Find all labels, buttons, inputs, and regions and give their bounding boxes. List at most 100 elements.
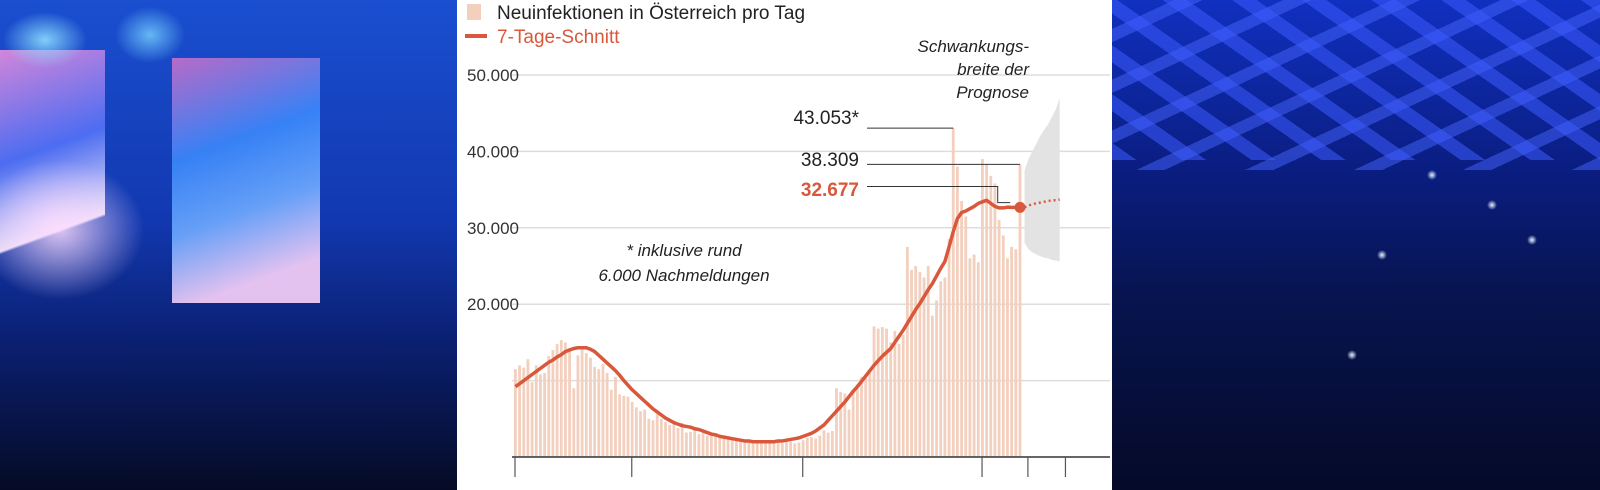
bar	[684, 432, 688, 457]
bar	[914, 266, 918, 457]
bar	[931, 315, 934, 457]
bar	[547, 356, 551, 457]
bar	[889, 342, 893, 457]
bar	[518, 365, 521, 457]
bar	[793, 443, 797, 457]
bar	[634, 407, 638, 457]
bar	[593, 366, 597, 457]
y-tick-label-40000: 40.000	[467, 142, 519, 161]
bar	[985, 164, 989, 457]
bar	[689, 431, 692, 457]
bar	[801, 440, 805, 457]
bar	[830, 431, 834, 457]
bar	[701, 432, 705, 457]
bar	[651, 420, 655, 457]
bar	[789, 441, 793, 457]
bar	[576, 355, 580, 457]
last-average-dot	[1014, 201, 1026, 213]
bar	[672, 420, 676, 457]
bar	[622, 395, 626, 457]
bar	[910, 269, 913, 457]
bar	[755, 441, 759, 457]
bar	[743, 439, 747, 457]
note-forecast-line3: Prognose	[956, 83, 1029, 102]
bar	[951, 128, 955, 457]
bar	[643, 409, 647, 457]
bar	[968, 258, 972, 457]
bar	[810, 437, 813, 457]
bar	[893, 330, 897, 457]
notes: * inklusive rund 6.000 Nachmeldungen Sch…	[598, 37, 1030, 285]
bar	[864, 374, 868, 457]
bar	[659, 418, 663, 457]
bar	[705, 435, 709, 457]
bar	[764, 441, 767, 457]
bar	[943, 277, 947, 457]
bar	[1006, 258, 1009, 457]
bar	[664, 421, 667, 457]
bar	[956, 166, 959, 457]
note-forecast-line2: breite der	[957, 60, 1030, 79]
bar	[526, 359, 530, 457]
bar	[897, 343, 901, 457]
bar	[1001, 235, 1005, 457]
bar	[589, 357, 592, 457]
bar	[997, 220, 1001, 457]
average-line-path	[514, 198, 1020, 444]
bar	[751, 442, 755, 457]
x-axis	[512, 456, 1110, 477]
bar	[981, 159, 984, 458]
bar	[989, 175, 993, 457]
bar	[805, 437, 809, 457]
bar	[1010, 246, 1014, 457]
legend-bar-swatch	[467, 4, 481, 20]
bar	[718, 437, 722, 457]
bar	[655, 414, 659, 457]
bar	[1018, 164, 1022, 457]
bar	[776, 441, 780, 457]
bar	[572, 388, 576, 457]
bar	[868, 371, 872, 457]
bar	[609, 389, 613, 457]
bar	[851, 392, 855, 457]
bar	[905, 246, 909, 457]
annotation-last: 38.309	[801, 150, 859, 171]
leader-line-average	[867, 186, 1011, 204]
legend-bar-label: Neuinfektionen in Österreich pro Tag	[497, 3, 805, 24]
bar	[960, 201, 963, 457]
bar	[972, 254, 976, 457]
bar	[993, 183, 997, 457]
bar	[760, 440, 763, 457]
bar	[935, 300, 938, 457]
bar	[826, 432, 830, 457]
annotation-max: 43.053*	[793, 108, 859, 129]
bar	[839, 392, 843, 457]
annotation-lines	[867, 127, 1020, 204]
bar	[714, 433, 717, 457]
bar	[539, 374, 542, 457]
legend-line-label: 7-Tage-Schnitt	[497, 27, 620, 48]
bar	[680, 422, 684, 457]
concert-photo-left	[0, 0, 457, 490]
bar	[739, 441, 742, 457]
annotation-average: 32.677	[801, 180, 859, 201]
bar	[922, 277, 926, 457]
bar	[860, 376, 863, 457]
bar	[601, 363, 605, 457]
bar	[584, 353, 588, 457]
bar	[855, 384, 859, 457]
bars	[514, 128, 1022, 458]
bar	[747, 440, 751, 457]
bar	[555, 343, 559, 457]
bar	[580, 347, 584, 457]
bar	[639, 411, 642, 457]
bar	[822, 430, 826, 457]
note-forecast-line1: Schwankungs-	[917, 37, 1029, 56]
bar	[722, 437, 726, 457]
bar	[885, 328, 888, 457]
bar	[551, 350, 555, 457]
covid-chart: Neuinfektionen in Österreich pro Tag 7-T…	[465, 3, 1110, 477]
bar	[797, 442, 801, 457]
bar	[668, 424, 672, 457]
y-axis-labels: 50.000 40.000 30.000 20.000	[467, 66, 519, 314]
